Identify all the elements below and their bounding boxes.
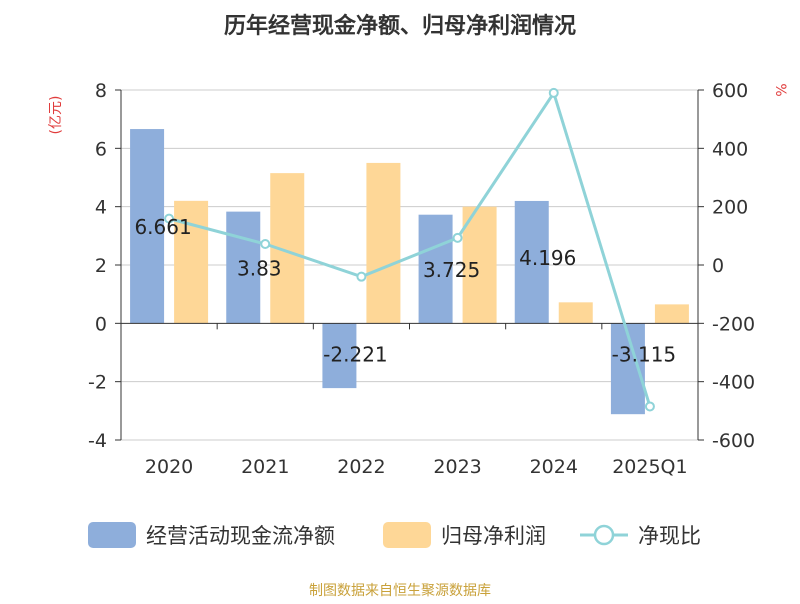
left-axis-tick-label: 4 xyxy=(95,197,107,219)
right-axis-tick-label: 600 xyxy=(712,80,748,102)
right-axis-tick-label: -400 xyxy=(712,372,755,394)
legend-label: 归母净利润 xyxy=(441,524,546,548)
left-axis-tick-label: -2 xyxy=(88,372,107,394)
legend-item-1[interactable]: 经营活动现金流净额 xyxy=(88,522,335,548)
ratio-point xyxy=(452,232,463,243)
bar-cash-flow xyxy=(322,323,357,389)
right-axis-tick-label: -600 xyxy=(712,430,755,452)
bar-net-profit xyxy=(654,304,689,324)
line-series xyxy=(164,87,655,412)
right-axis-tick-label: 400 xyxy=(712,138,748,160)
bar-cash-flow xyxy=(226,211,261,324)
cash-flow-data-label: -3.115 xyxy=(612,342,676,366)
source-note: 制图数据来自恒生聚源数据库 xyxy=(309,583,491,599)
right-axis-tick-label: 0 xyxy=(712,255,724,277)
left-axis-tick-label: 8 xyxy=(95,80,107,102)
x-axis-tick-label: 2020 xyxy=(145,456,193,478)
ratio-point xyxy=(356,271,367,282)
legend: 经营活动现金流净额 归母净利润 净现比 xyxy=(88,522,701,548)
axes: -4 -2 0 2 4 6 8 -600 -400 -200 0 200 400 600 2020 2021 2… xyxy=(88,80,755,478)
left-axis-unit: (亿元) xyxy=(48,96,64,135)
data-labels: 6.661 3.83 -2.221 3.725 4.196 -3.115 xyxy=(134,215,676,366)
bar-cash-flow xyxy=(418,214,453,324)
legend-marker xyxy=(593,524,615,546)
cash-flow-data-label: 6.661 xyxy=(134,215,191,239)
legend-swatch xyxy=(383,522,431,548)
x-axis-tick-label: 2024 xyxy=(530,456,578,478)
legend-label: 净现比 xyxy=(638,524,701,548)
bar-cash-flow xyxy=(130,129,165,324)
left-axis-tick-label: 2 xyxy=(95,255,107,277)
ratio-point xyxy=(548,87,559,98)
legend-item-3[interactable]: 净现比 xyxy=(580,524,701,548)
cash-flow-data-label: 3.83 xyxy=(237,256,282,280)
legend-label: 经营活动现金流净额 xyxy=(146,524,335,548)
left-axis-tick-label: -4 xyxy=(88,430,107,452)
x-axis-tick-label: 2022 xyxy=(337,456,385,478)
bar-net-profit xyxy=(558,302,593,324)
chart-title: 历年经营现金净额、归母净利润情况 xyxy=(224,13,576,39)
cash-flow-data-label: -2.221 xyxy=(323,342,387,366)
ratio-point xyxy=(644,401,655,412)
legend-swatch xyxy=(88,522,136,548)
grid-lines xyxy=(121,89,698,441)
legend-item-2[interactable]: 归母净利润 xyxy=(383,522,546,548)
bar-net-profit xyxy=(462,206,497,324)
x-axis-tick-label: 2025Q1 xyxy=(612,456,687,478)
left-axis-tick-label: 0 xyxy=(95,313,107,335)
bar-net-profit xyxy=(366,162,401,324)
left-axis-tick-label: 6 xyxy=(95,138,107,160)
right-axis-tick-label: 200 xyxy=(712,197,748,219)
ratio-line xyxy=(168,89,652,407)
right-axis-tick-label: -200 xyxy=(712,313,755,335)
cash-flow-data-label: 3.725 xyxy=(423,258,480,282)
bar-cash-flow xyxy=(514,200,549,324)
right-axis-unit: % xyxy=(772,83,788,96)
x-axis-tick-label: 2021 xyxy=(241,456,289,478)
ratio-point xyxy=(260,239,271,249)
x-axis-tick-label: 2023 xyxy=(433,456,481,478)
ratio-point xyxy=(164,213,175,224)
cash-flow-data-label: 4.196 xyxy=(519,246,576,270)
bar-series xyxy=(130,129,689,415)
